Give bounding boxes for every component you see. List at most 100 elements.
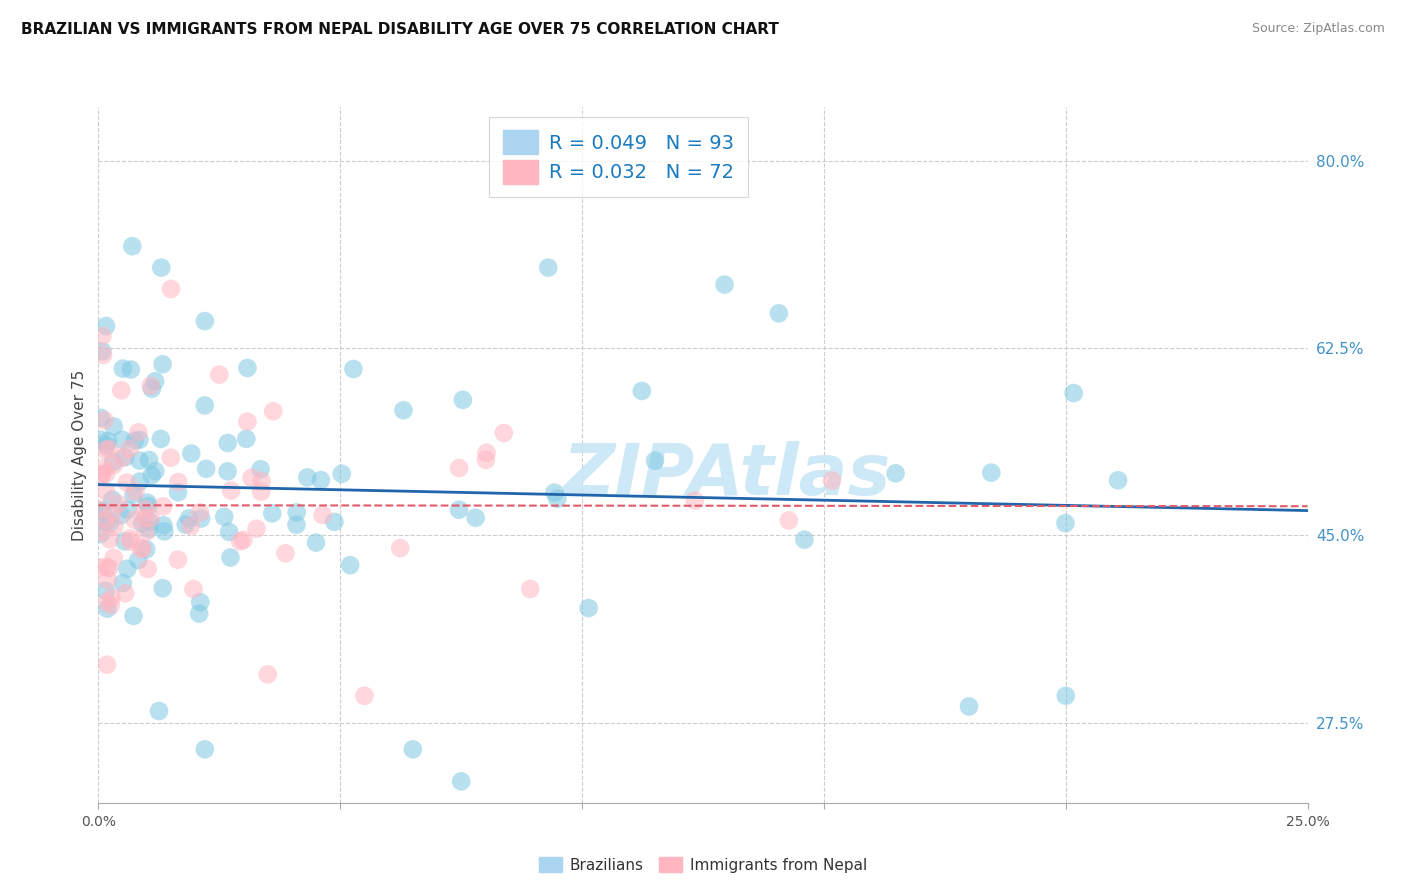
Point — [94, 319, 117, 334]
Point — [115, 475, 138, 490]
Point — [127, 425, 149, 440]
Point — [778, 513, 800, 527]
Point — [285, 517, 308, 532]
Point — [101, 455, 124, 469]
Point — [139, 379, 162, 393]
Point — [98, 516, 121, 530]
Point — [97, 573, 120, 587]
Point — [180, 519, 202, 533]
Point — [107, 497, 129, 511]
Point — [91, 329, 114, 343]
Point — [117, 562, 139, 576]
Point — [94, 513, 117, 527]
Point — [141, 382, 163, 396]
Point — [149, 432, 172, 446]
Point — [152, 581, 174, 595]
Point — [475, 446, 498, 460]
Point — [114, 534, 136, 549]
Point — [143, 374, 166, 388]
Point — [101, 505, 124, 519]
Point — [167, 485, 190, 500]
Point — [229, 534, 252, 549]
Point — [177, 511, 200, 525]
Point — [96, 601, 118, 615]
Point — [644, 454, 666, 468]
Point — [546, 491, 568, 506]
Point — [134, 511, 156, 525]
Point — [138, 453, 160, 467]
Point — [821, 474, 844, 488]
Point — [122, 487, 145, 501]
Point — [96, 559, 118, 574]
Point — [236, 360, 259, 375]
Point — [195, 462, 218, 476]
Point — [124, 434, 146, 448]
Point — [152, 357, 174, 371]
Point — [305, 535, 328, 549]
Point — [94, 467, 117, 481]
Point — [139, 515, 162, 529]
Point — [713, 277, 735, 292]
Point — [174, 517, 197, 532]
Point — [449, 502, 471, 516]
Point — [120, 532, 142, 546]
Point — [449, 461, 471, 475]
Point — [120, 362, 142, 376]
Point — [94, 442, 117, 457]
Point — [330, 467, 353, 481]
Point — [128, 433, 150, 447]
Point — [578, 601, 600, 615]
Point — [100, 599, 122, 613]
Text: BRAZILIAN VS IMMIGRANTS FROM NEPAL DISABILITY AGE OVER 75 CORRELATION CHART: BRAZILIAN VS IMMIGRANTS FROM NEPAL DISAB… — [21, 22, 779, 37]
Point — [188, 607, 211, 621]
Legend: Brazilians, Immigrants from Nepal: Brazilians, Immigrants from Nepal — [533, 850, 873, 879]
Point — [262, 404, 284, 418]
Point — [90, 468, 112, 483]
Point — [90, 504, 112, 518]
Point — [190, 511, 212, 525]
Point — [150, 260, 173, 275]
Point — [98, 561, 121, 575]
Point — [103, 419, 125, 434]
Point — [152, 500, 174, 514]
Text: Source: ZipAtlas.com: Source: ZipAtlas.com — [1251, 22, 1385, 36]
Point — [90, 527, 112, 541]
Point — [492, 425, 515, 440]
Point — [543, 485, 565, 500]
Point — [256, 667, 278, 681]
Point — [135, 525, 157, 540]
Point — [537, 260, 560, 275]
Point — [235, 432, 257, 446]
Point — [884, 467, 907, 481]
Point — [93, 413, 115, 427]
Point — [285, 505, 308, 519]
Point — [159, 450, 181, 465]
Point — [89, 560, 111, 574]
Point — [127, 553, 149, 567]
Point — [128, 475, 150, 489]
Point — [136, 562, 159, 576]
Point — [136, 495, 159, 509]
Point — [250, 474, 273, 488]
Point — [98, 533, 121, 547]
Point — [111, 433, 134, 447]
Point — [274, 546, 297, 560]
Point — [90, 502, 112, 516]
Point — [124, 484, 146, 499]
Point — [100, 591, 122, 605]
Point — [97, 434, 120, 449]
Point — [96, 595, 118, 609]
Point — [180, 446, 202, 460]
Point — [128, 453, 150, 467]
Point — [208, 368, 231, 382]
Point — [631, 384, 654, 398]
Point — [160, 282, 183, 296]
Point — [450, 774, 472, 789]
Point — [90, 433, 112, 447]
Point — [389, 541, 412, 555]
Point — [475, 453, 498, 467]
Point — [250, 484, 273, 499]
Point — [138, 522, 160, 536]
Point — [96, 438, 118, 452]
Point — [353, 689, 375, 703]
